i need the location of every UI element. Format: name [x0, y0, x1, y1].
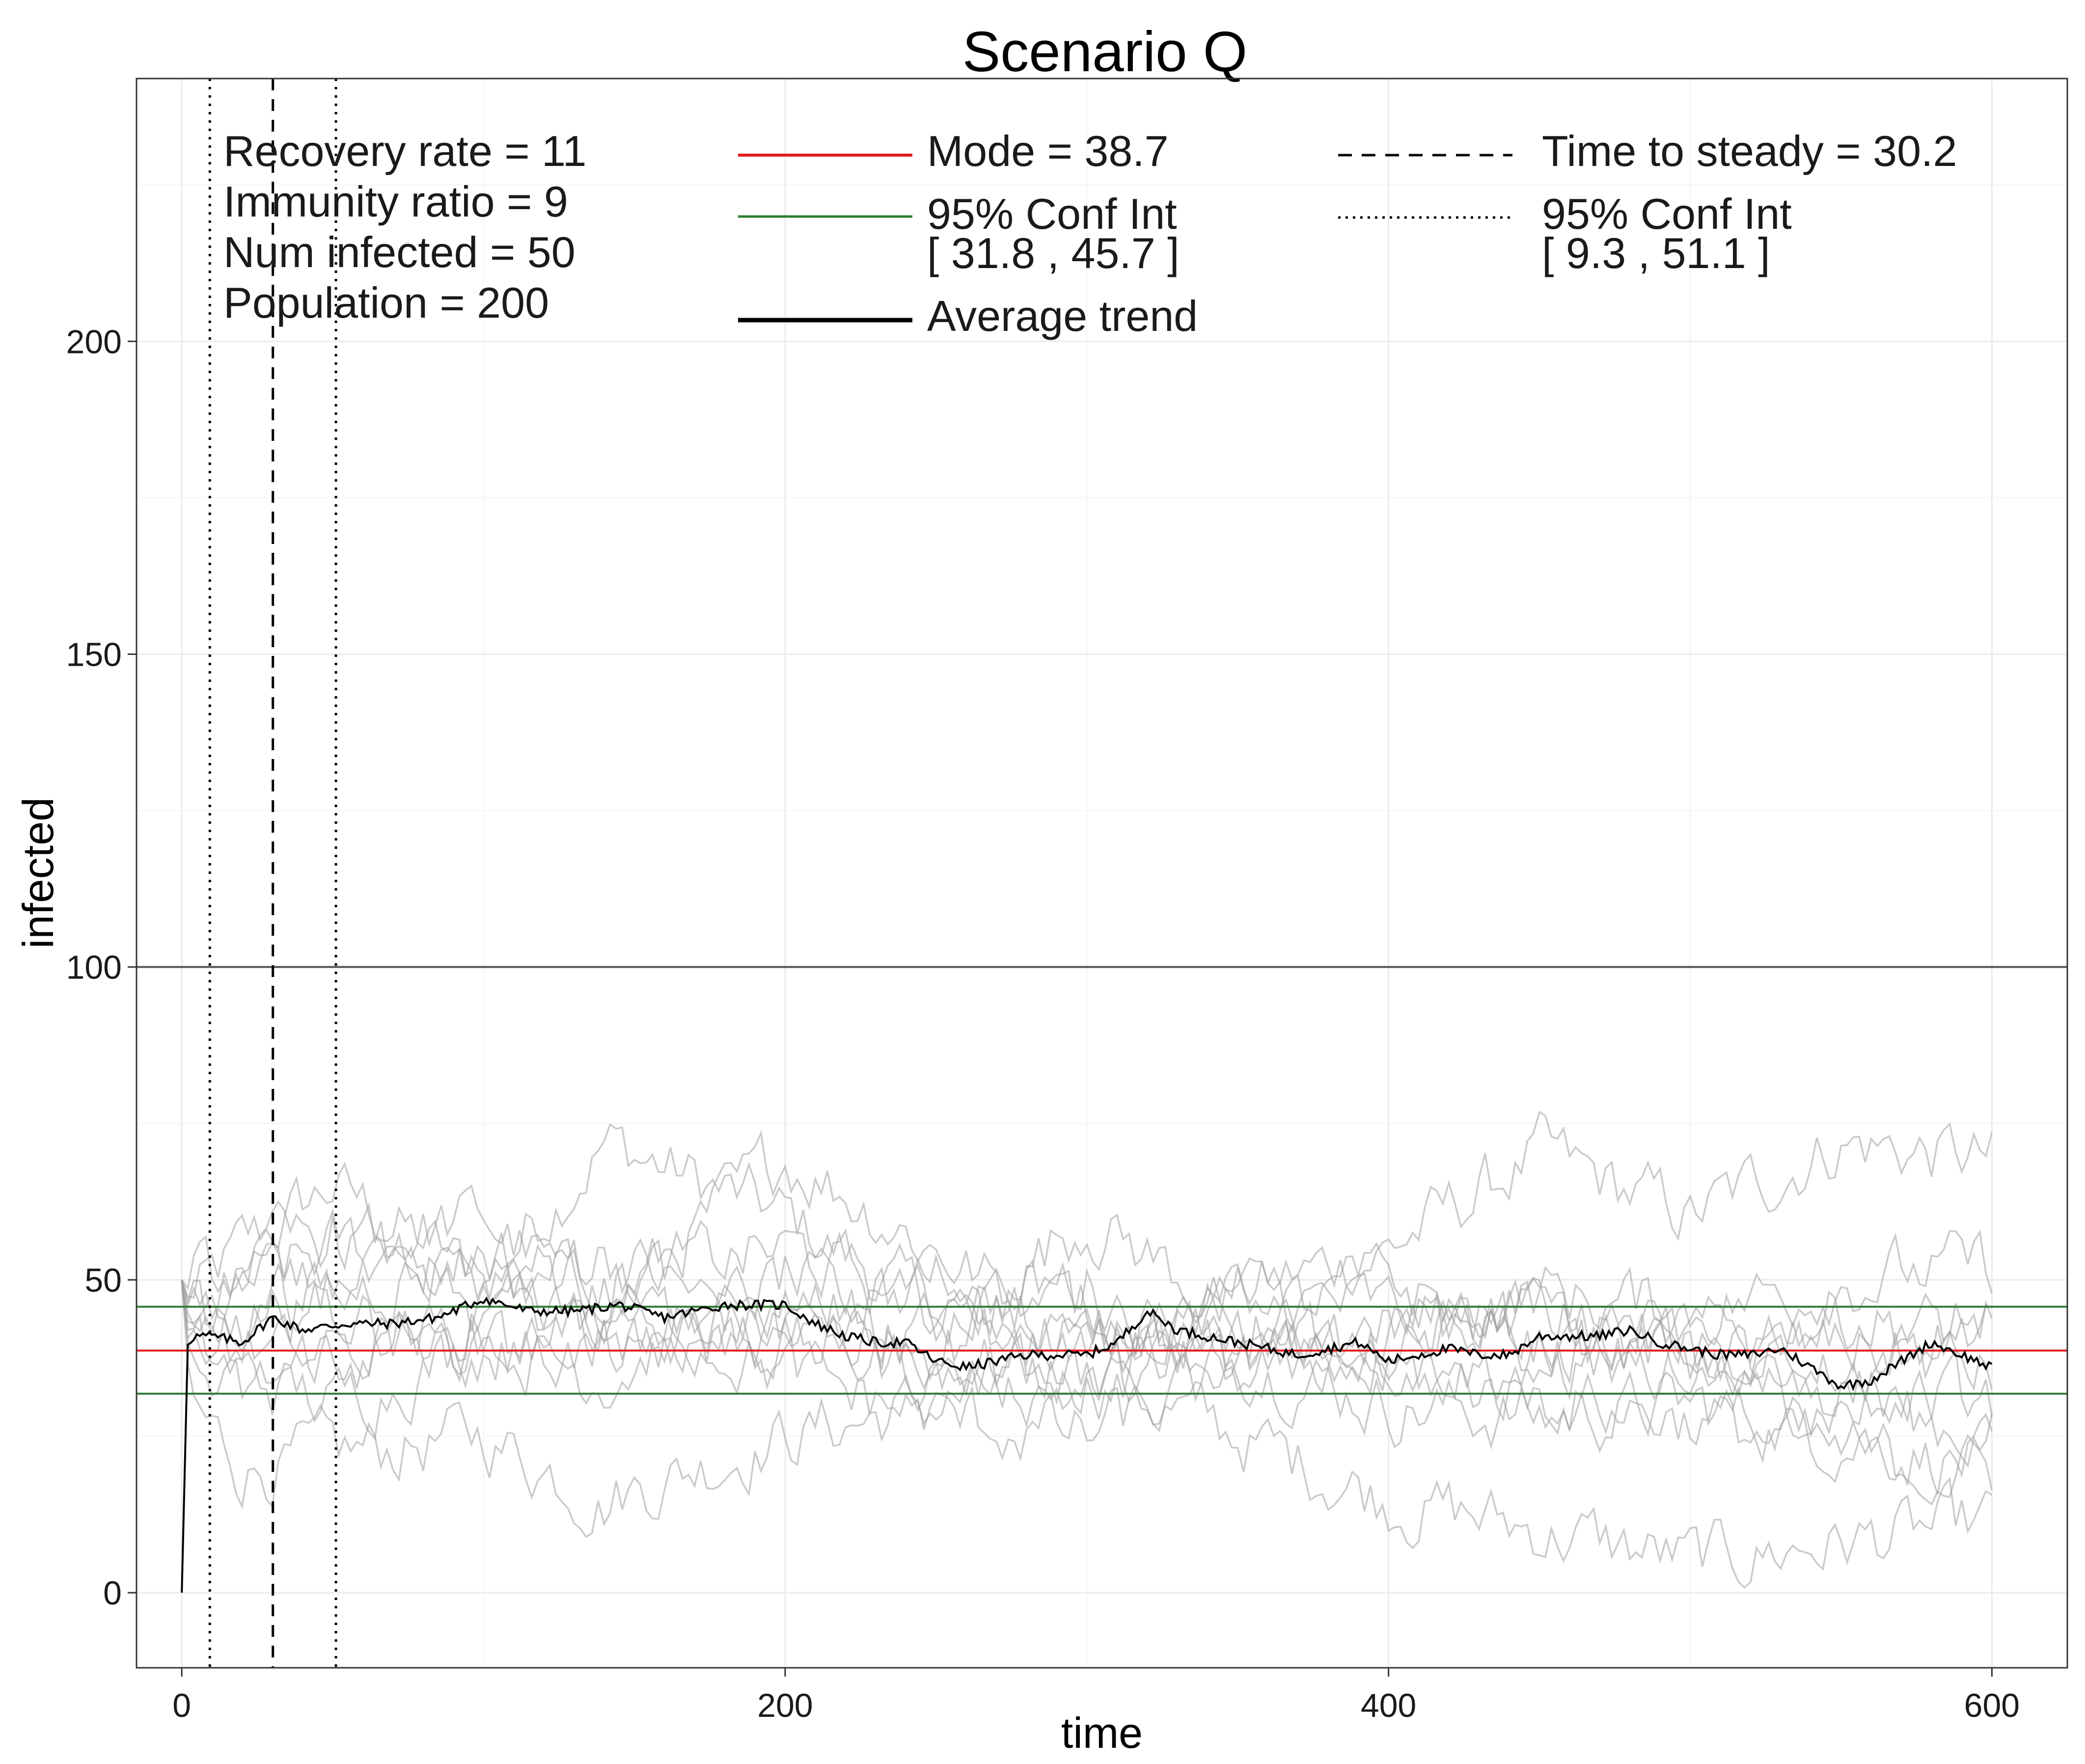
x-tick-label: 200 [757, 1687, 813, 1724]
legend-param-2: Immunity ratio = 9 [223, 177, 568, 226]
simulation-run-10 [181, 1200, 1993, 1506]
vertical-lines [208, 79, 337, 1668]
simulation-run-6 [181, 1220, 1993, 1389]
y-tick-label: 200 [66, 323, 122, 360]
legend-average-label: Average trend [927, 292, 1198, 340]
x-tick-label: 400 [1361, 1687, 1416, 1724]
legend-param-3: Num infected = 50 [223, 228, 576, 276]
legend: Recovery rate = 11 Immunity ratio = 9 Nu… [223, 127, 1957, 340]
legend-steady-label: Time to steady = 30.2 [1542, 127, 1957, 175]
simulation-run-9 [181, 1245, 1993, 1462]
x-tick-label: 600 [1964, 1687, 2020, 1724]
chart-title: Scenario Q [962, 20, 1247, 83]
simulation-run-7 [181, 1279, 1993, 1429]
y-axis: 0 50 100 150 200 [66, 323, 137, 1612]
simulation-run-8 [181, 1241, 1993, 1401]
plot-border [136, 78, 2068, 1669]
legend-ci-values: [ 31.8 , 45.7 ] [927, 229, 1180, 277]
y-axis-title: infected [14, 797, 62, 949]
y-tick-label: 150 [66, 636, 122, 673]
legend-steady-ci-label: 95% Conf Int [1542, 190, 1792, 238]
legend-param-1: Recovery rate = 11 [223, 127, 586, 175]
legend-mode-label: Mode = 38.7 [927, 127, 1169, 175]
x-tick-label: 0 [172, 1687, 191, 1724]
x-axis: 0 200 400 600 [172, 1668, 2020, 1724]
average-trend [181, 1296, 1993, 1593]
legend-steady-ci-values: [ 9.3 , 51.1 ] [1542, 229, 1770, 277]
simulation-run-3 [181, 1130, 1993, 1495]
average-trend-line [181, 1296, 1993, 1593]
y-tick-label: 50 [84, 1262, 122, 1299]
simulation-runs [181, 1111, 1993, 1589]
y-tick-label: 100 [66, 949, 122, 986]
x-axis-title: time [1061, 1709, 1143, 1757]
legend-ci-label: 95% Conf Int [927, 190, 1177, 238]
simulation-run-2 [181, 1279, 1993, 1589]
simulation-run-5 [181, 1247, 1993, 1468]
y-tick-label: 0 [103, 1574, 122, 1612]
grid [137, 79, 2067, 1668]
legend-param-4: Population = 200 [223, 278, 549, 327]
simulation-run-1 [181, 1111, 1993, 1372]
